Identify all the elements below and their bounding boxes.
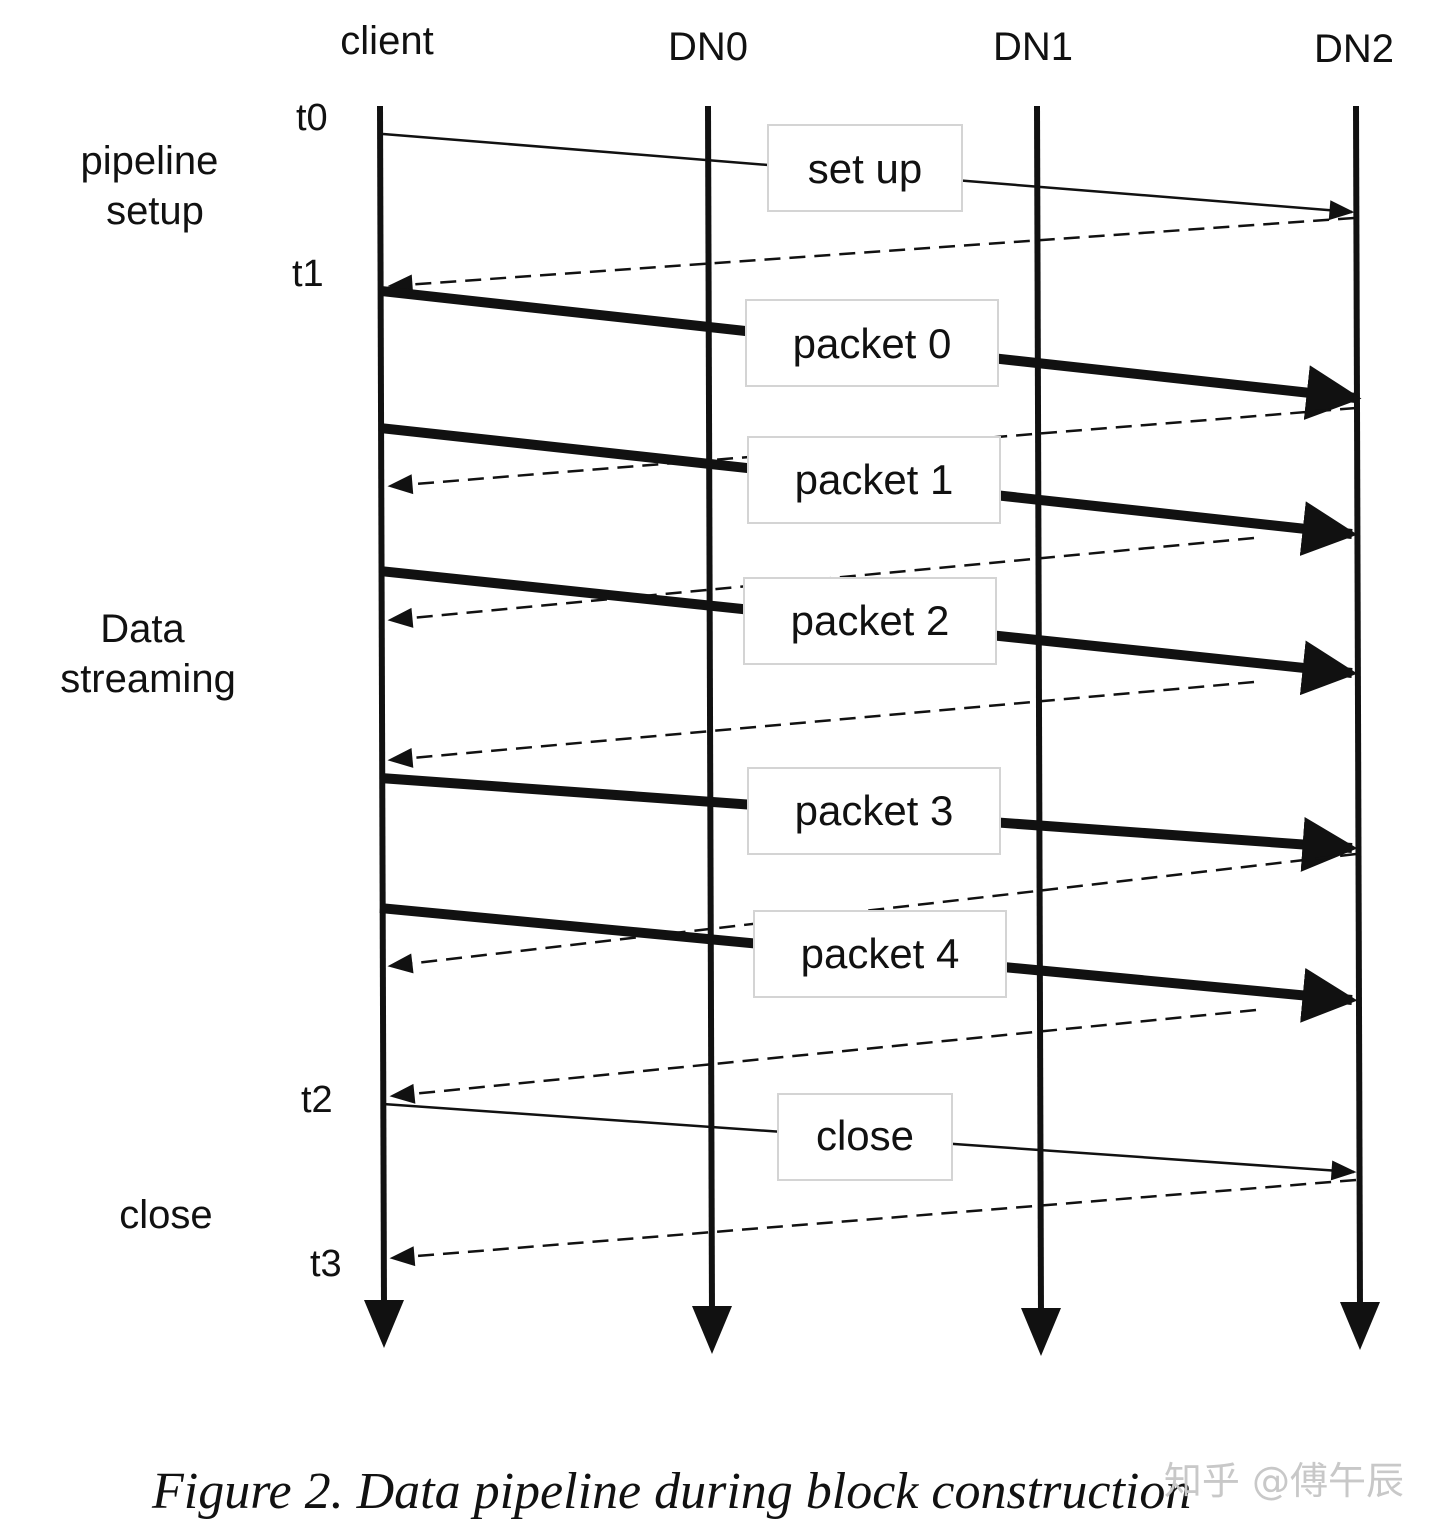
message-box-packet-3: packet 3: [747, 767, 1001, 855]
lane-label-dn2: DN2: [1314, 27, 1394, 71]
lane-label-dn1: DN1: [993, 25, 1073, 69]
message-box-packet-1: packet 1: [747, 436, 1001, 524]
message-box-close: close: [777, 1093, 953, 1181]
lane-label-dn0: DN0: [668, 25, 748, 69]
lifeline-dn0: [692, 105, 732, 1354]
message-label-setup: set up: [808, 145, 922, 192]
lifeline-dn2: [1340, 105, 1380, 1350]
message-label-packet-0: packet 0: [793, 320, 952, 367]
message-box-packet-0: packet 0: [745, 299, 999, 387]
time-mark-t1: t1: [292, 253, 324, 295]
message-label-packet-2: packet 2: [791, 597, 950, 644]
phase-label-pipeline-setup: pipeline setup: [80, 139, 229, 233]
watermark: 知乎 @傅午辰: [1164, 1459, 1404, 1503]
message-label-packet-3: packet 3: [795, 787, 954, 834]
phase-label-close: close: [119, 1193, 212, 1237]
lifeline-dn1: [1021, 105, 1061, 1356]
time-mark-t2: t2: [301, 1079, 333, 1121]
figure-caption: Figure 2. Data pipeline during block con…: [151, 1463, 1191, 1520]
message-ack-4-arrow: [389, 1008, 1257, 1104]
lifeline-client: [364, 105, 404, 1348]
message-label-close: close: [816, 1112, 914, 1159]
message-label-packet-1: packet 1: [795, 456, 954, 503]
message-box-packet-2: packet 2: [743, 577, 997, 665]
time-mark-t0: t0: [296, 97, 328, 139]
lane-label-client: client: [340, 19, 433, 63]
message-box-packet-4: packet 4: [753, 910, 1007, 998]
message-label-packet-4: packet 4: [801, 930, 960, 977]
message-box-setup: set up: [767, 124, 963, 212]
message-setup-ack-arrow: [387, 216, 1355, 295]
time-mark-t3: t3: [310, 1243, 342, 1285]
message-close-ack-arrow: [389, 1178, 1357, 1267]
phase-label-data-streaming: Data streaming: [60, 607, 236, 701]
message-ack-2-arrow: [387, 680, 1255, 768]
